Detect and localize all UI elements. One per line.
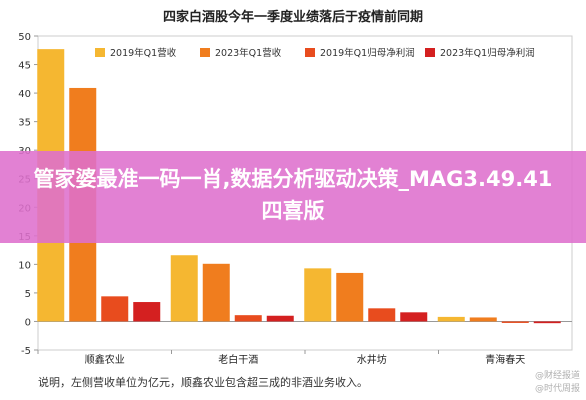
y-tick-label: 40: [18, 89, 31, 100]
legend-label: 2019年Q1营收: [110, 47, 177, 59]
legend-swatch: [200, 48, 210, 57]
bar: [304, 268, 332, 322]
legend-label: 2023年Q1营收: [215, 47, 282, 59]
y-tick-label: 0: [25, 317, 31, 328]
bar: [437, 316, 465, 322]
bar: [202, 263, 230, 322]
y-tick-label: 10: [18, 260, 31, 271]
x-tick-label: 青海春天: [485, 353, 525, 366]
bar: [234, 315, 262, 322]
x-tick-label: 水井坊: [357, 353, 387, 366]
watermark-line1: @财经报道: [534, 371, 580, 381]
bar: [170, 255, 198, 322]
legend-label: 2019年Q1归母净利润: [320, 47, 415, 59]
y-tick-label: 35: [18, 118, 31, 129]
legend: 2019年Q1营收 2023年Q1营收 2019年Q1归母净利润 2023年Q1归母净…: [95, 47, 535, 59]
bar: [336, 272, 364, 322]
x-tick-label: 老白干酒: [218, 353, 258, 366]
y-tick-label: 5: [25, 289, 31, 300]
legend-swatch: [95, 48, 105, 57]
legend-swatch: [305, 48, 315, 57]
legend-label: 2023年Q1归母净利润: [440, 47, 535, 59]
overlay-banner: 管家婆最准一码一肖,数据分析驱动决策_MAG3.49.41四喜版: [0, 151, 586, 243]
y-tick-label: 50: [18, 32, 31, 43]
x-tick-label: 顺鑫农业: [85, 353, 125, 366]
y-tick-label: 45: [18, 61, 31, 72]
bar: [501, 321, 529, 323]
bar: [533, 321, 561, 324]
bar: [101, 296, 129, 322]
bar: [368, 308, 396, 322]
chart-note: 说明，左侧营收单位为亿元，顺鑫农业包含超三成的非酒业务收入。: [38, 376, 368, 389]
chart-title: 四家白酒股今年一季度业绩落后于疫情前同期: [162, 10, 423, 25]
legend-swatch: [425, 48, 435, 57]
bar: [400, 312, 428, 322]
watermark-line2: @时代周报: [534, 384, 580, 394]
bar: [133, 302, 161, 322]
y-tick-label: -5: [21, 346, 31, 357]
overlay-banner-text: 管家婆最准一码一肖,数据分析驱动决策_MAG3.49.41四喜版: [33, 167, 553, 223]
bar: [469, 317, 497, 322]
watermark: @财经报道 @时代周报: [535, 368, 580, 394]
bar: [266, 315, 294, 322]
